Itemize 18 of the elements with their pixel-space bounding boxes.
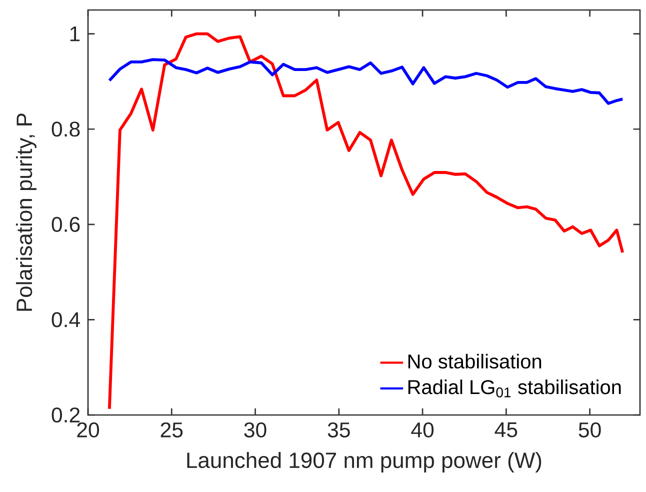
x-tick-label: 30 [244,422,266,438]
y-tick-label: 0.2 [52,407,80,423]
y-axis-title: Polarisation purity, P [16,114,36,311]
x-tick-label: 25 [160,422,183,438]
y-tick-label: 0.4 [52,312,80,328]
legend-label: No stabilisation [408,354,542,369]
x-axis-title: Launched 1907 nm pump power (W) [187,452,542,472]
x-tick-label: 50 [578,422,601,438]
x-tick-label: 20 [77,422,100,438]
x-tick-label: 40 [411,422,434,438]
line-series [108,58,624,105]
line-series [108,32,624,410]
legend-label: Radial LG$_{01}$ stabilisation [408,380,621,398]
x-tick-label: 45 [494,422,518,438]
y-tick-label: 0.8 [52,122,80,137]
y-tick-label: 1 [70,26,80,42]
y-tick-label: 0.6 [52,216,80,232]
x-tick-label: 35 [328,422,350,438]
